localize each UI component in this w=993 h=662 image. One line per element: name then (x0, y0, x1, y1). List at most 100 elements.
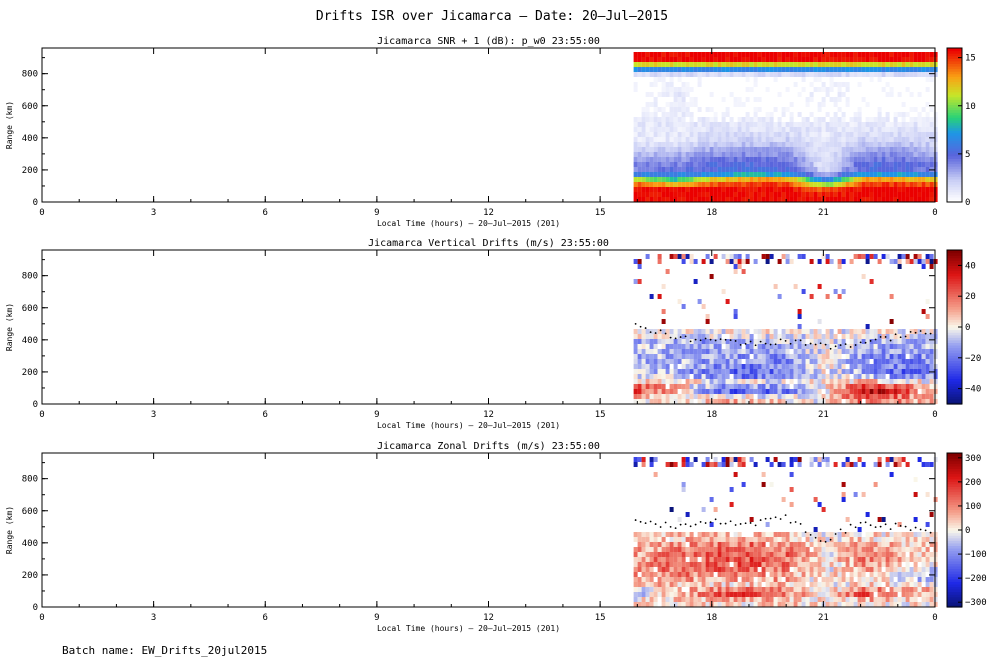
heat-cell (669, 462, 674, 467)
heat-cell (633, 537, 638, 542)
colorbar-segment (947, 501, 962, 505)
heat-cell (845, 167, 850, 172)
heat-cell (765, 127, 770, 132)
heat-cell (637, 547, 642, 552)
heat-cell (873, 567, 878, 572)
heat-cell (661, 107, 666, 112)
heat-cell (909, 117, 914, 122)
heat-cell (649, 354, 654, 359)
heat-cell (761, 177, 766, 182)
colorbar-segment (947, 563, 962, 567)
heat-cell (885, 132, 890, 137)
heat-cell (797, 557, 802, 562)
heat-cell (785, 72, 790, 77)
heat-cell (645, 369, 650, 374)
heat-cell (929, 259, 934, 264)
heat-cell (765, 334, 770, 339)
heat-cell (665, 329, 670, 334)
heat-cell (765, 522, 770, 527)
heat-cell (785, 587, 790, 592)
heat-cell (637, 384, 642, 389)
heat-cell (749, 389, 754, 394)
colorbar-segment (947, 178, 962, 183)
heat-cell (737, 399, 742, 404)
heat-cell (825, 162, 830, 167)
heat-cell (893, 547, 898, 552)
heat-cell (857, 562, 862, 567)
heat-cell (829, 582, 834, 587)
heat-cell (709, 587, 714, 592)
heat-cell (933, 552, 938, 557)
heat-cell (897, 339, 902, 344)
heat-cell (849, 132, 854, 137)
heat-cell (785, 127, 790, 132)
heat-cell (797, 462, 802, 467)
heat-cell (705, 577, 710, 582)
heat-cell (829, 359, 834, 364)
heat-cell (913, 182, 918, 187)
heat-cell (669, 197, 674, 202)
heat-cell (729, 602, 734, 607)
heat-cell (881, 137, 886, 142)
heat-cell (669, 254, 674, 259)
heat-cell (633, 582, 638, 587)
heat-cell (661, 167, 666, 172)
heat-cell (801, 344, 806, 349)
heat-cell (853, 572, 858, 577)
heat-cell (737, 547, 742, 552)
heat-cell (749, 547, 754, 552)
heat-cell (853, 597, 858, 602)
heat-cell (701, 602, 706, 607)
heat-cell (837, 374, 842, 379)
heat-cell (865, 582, 870, 587)
colorbar-segment (947, 524, 962, 529)
heat-cell (813, 339, 818, 344)
heat-cell (829, 349, 834, 354)
heat-cell (745, 97, 750, 102)
heat-cell (745, 364, 750, 369)
heat-cell (653, 102, 658, 107)
heat-cell (809, 389, 814, 394)
heat-cell (921, 542, 926, 547)
heat-cell (837, 132, 842, 137)
heat-cell (773, 57, 778, 62)
heat-cell (905, 394, 910, 399)
heat-cell (845, 384, 850, 389)
heat-cell (805, 102, 810, 107)
heat-cell (917, 197, 922, 202)
heat-cell (653, 592, 658, 597)
heat-cell (877, 127, 882, 132)
heat-cell (837, 72, 842, 77)
heat-cell (845, 197, 850, 202)
heat-cell (733, 177, 738, 182)
heat-cell (669, 602, 674, 607)
heat-cell (777, 537, 782, 542)
heat-cell (793, 187, 798, 192)
heat-cell (817, 572, 822, 577)
heat-cell (849, 379, 854, 384)
colorbar-segment (947, 130, 962, 134)
heat-cell (717, 334, 722, 339)
heat-cell (857, 147, 862, 152)
heat-cell (805, 57, 810, 62)
heat-cell (881, 384, 886, 389)
heat-cell (881, 67, 886, 72)
heat-cell (845, 349, 850, 354)
heat-cell (753, 77, 758, 82)
heat-cell (729, 354, 734, 359)
heat-cell (737, 354, 742, 359)
heat-cell (657, 354, 662, 359)
heat-cell (885, 567, 890, 572)
heat-cell (705, 117, 710, 122)
heat-cell (689, 592, 694, 597)
heat-cell (701, 577, 706, 582)
heat-cell (781, 597, 786, 602)
heat-cell (677, 547, 682, 552)
heat-cell (637, 602, 642, 607)
heat-cell (817, 87, 822, 92)
heat-cell (829, 572, 834, 577)
heat-cell (797, 587, 802, 592)
heat-cell (853, 177, 858, 182)
heat-cell (725, 399, 730, 404)
heat-cell (661, 369, 666, 374)
